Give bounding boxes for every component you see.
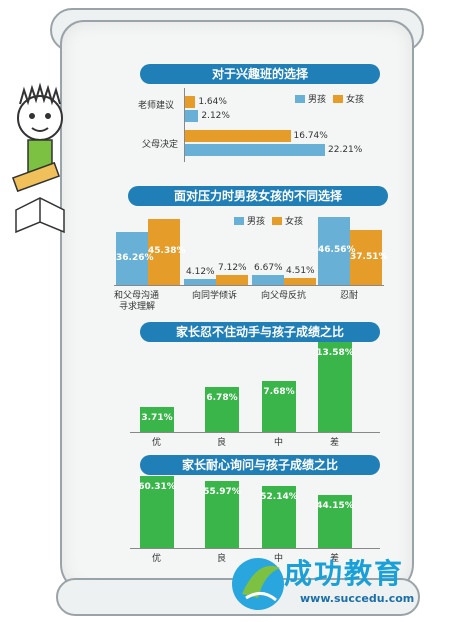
chart2-bar-girl [148,218,180,285]
chart2-value-label: 4.51% [286,266,315,277]
chart4-bar [140,476,174,548]
chart3-bar [140,407,174,432]
chart1-bar-boy [185,110,199,122]
chart2-bar-boy [116,232,148,285]
chart1-title: 对于兴趣班的选择 [140,64,380,84]
chart1-value-label: 16.74% [293,131,328,141]
chart3-category-label: 中 [274,438,284,448]
chart1-bar-girl [185,96,196,108]
logo-name: 成功教育 [284,557,405,590]
chart2-axis [114,285,384,286]
logo-url: www.succedu.com [300,592,415,605]
chart2-category-label: 向父母反抗 [261,291,307,301]
chart4-category-label: 差 [330,554,340,564]
chart4-value-label: 44.15% [316,501,354,512]
chart3-value-label: 7.68% [263,387,295,398]
chart2-bar-boy [184,278,216,285]
chart4-bar [262,485,296,548]
chart2-category-label: 寻求理解 [119,302,156,312]
chart4-category-label: 良 [217,554,227,564]
chart1-bar-girl [185,130,291,142]
chart3-bar [318,342,352,432]
chart4-title: 家长耐心询问与孩子成绩之比 [140,455,380,475]
chart2-bar-girl [350,230,382,285]
chart2-value-label: 46.56% [318,245,356,255]
cartoon-boy-icon [11,82,65,234]
chart4-category-label: 中 [274,554,284,564]
chart1-value-label: 1.64% [198,97,227,107]
chart1-legend-girl: 女孩 [333,92,364,105]
chart2-category-label: 忍耐 [340,291,359,301]
chart2-category-label: 向同学倾诉 [192,291,238,301]
chart4-value-label: 52.14% [260,491,298,502]
chart3-category-label: 良 [217,438,227,448]
chart1-value-label: 2.12% [201,111,230,121]
chart3-value-label: 6.78% [206,393,238,404]
chart1-bar-boy [185,144,325,156]
chart2-value-label: 6.67% [254,263,283,274]
chart2-value-label: 7.12% [218,262,247,273]
chart3-axis [130,432,380,433]
chart2-legend-girl: 女孩 [272,214,303,227]
chart4-value-label: 60.31% [138,482,176,492]
chart4-axis [130,548,380,549]
chart1-category-label: 父母决定 [142,140,179,150]
chart2-bar-girl [216,274,248,285]
chart2-bar-girl [284,278,316,285]
chart2-value-label: 36.26% [116,252,154,263]
chart1-category-label: 老师建议 [138,101,175,111]
chart2-category-label: 和父母沟通 [114,291,160,301]
chart3-bar [205,387,239,432]
chart2-legend-boy: 男孩 [234,214,265,227]
chart2-value-label: 45.38% [148,245,186,256]
legend-swatch-boy [234,216,244,225]
chart3-title: 家长忍不住动手与孩子成绩之比 [140,322,380,342]
chart4-bar [318,495,352,548]
legend-swatch-boy [295,94,305,103]
chart3-bar [262,381,296,432]
chart4-category-label: 优 [152,554,162,564]
chart2-title: 面对压力时男孩女孩的不同选择 [128,186,388,206]
chart2-value-label: 37.51% [350,251,388,262]
chart2-bar-boy [252,275,284,285]
chart1-legend-boy: 男孩 [295,92,326,105]
chart3-category-label: 优 [152,438,162,448]
chart4-bar [205,481,239,548]
chart1-value-label: 22.21% [328,145,363,155]
legend-swatch-girl [333,94,343,103]
chart1-axis [184,88,185,162]
chart3-category-label: 差 [330,438,340,448]
succedu-logo-icon [232,558,284,610]
chart2-bar-boy [318,217,350,285]
chart3-value-label: 3.71% [141,413,173,424]
chart3-value-label: 13.58% [316,348,354,358]
legend-swatch-girl [272,216,282,225]
chart4-value-label: 55.97% [203,487,241,498]
chart2-value-label: 4.12% [186,266,215,277]
